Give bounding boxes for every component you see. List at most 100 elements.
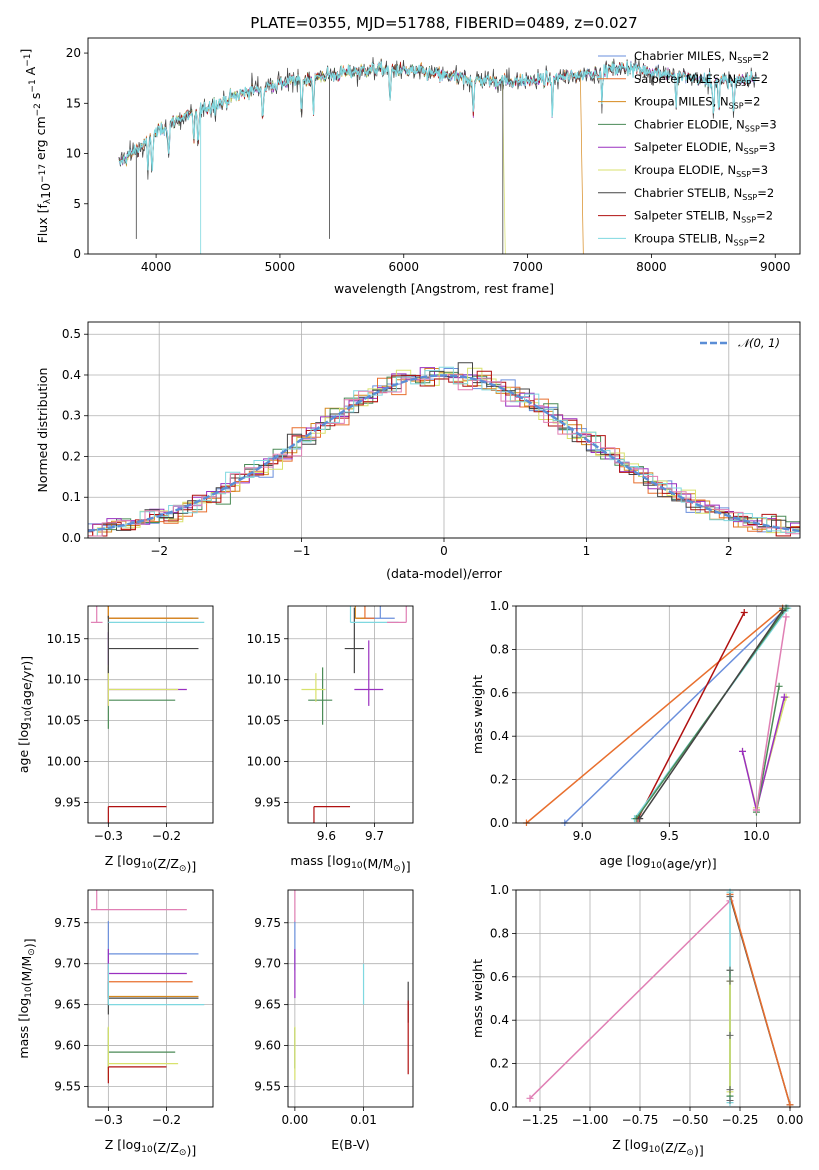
mass-weight-line — [729, 894, 791, 1106]
plus-marker — [739, 747, 747, 755]
plot-frame — [87, 37, 801, 255]
mass-vs-Z-points — [90, 890, 205, 1084]
y-axis-label-part: erg cm — [33, 116, 48, 164]
y-tick-label: 9.75 — [54, 916, 81, 930]
y-axis-label-part: ] — [18, 49, 33, 54]
y-tick-label: 10.10 — [247, 673, 281, 687]
spectrum-lines — [118, 56, 757, 254]
x-tick-label: −0.50 — [672, 1113, 709, 1127]
x-tick-label: −0.2 — [152, 829, 181, 843]
y-axis-label-part: 10 — [38, 183, 53, 199]
y-axis-label: Normed distribution — [35, 368, 50, 493]
legend-entry-sub: SSP — [736, 170, 751, 179]
errorbar-point — [107, 606, 199, 619]
gaussian-reference-curve — [88, 374, 800, 533]
x-axis-label-part: ⊙ — [179, 864, 187, 874]
plus-marker — [636, 815, 644, 823]
x-axis-label: Z [log10(Z/Z⊙)] — [105, 1137, 196, 1158]
x-tick-label: 0 — [440, 544, 448, 558]
x-axis-label-part: 10 — [649, 1145, 661, 1155]
x-axis-label-part: age [log — [599, 853, 650, 868]
x-axis-label: mass [log10(M/M⊙)] — [290, 853, 410, 874]
chart-title: PLATE=0355, MJD=51788, FIBERID=0489, z=0… — [250, 14, 637, 32]
errorbar-point — [354, 606, 365, 619]
x-axis-label-part: )] — [694, 1143, 704, 1158]
y-tick-label: 0.4 — [490, 729, 509, 743]
legend-entry-nssp: =3 — [760, 117, 777, 131]
errorbar-point — [107, 1066, 167, 1084]
y-axis-label: Flux [fλ10−17 erg cm−2 s−1 A−1] — [18, 49, 53, 244]
errorbar-point — [107, 667, 176, 729]
x-axis-label-part: (Z/Z — [153, 1140, 179, 1155]
legend-entry-sub: SSP — [745, 124, 760, 133]
y-axis-label-part: λ — [43, 198, 53, 204]
plus-marker — [775, 682, 783, 690]
plus-marker — [779, 606, 787, 614]
x-axis-label: (data-model)/error — [386, 566, 503, 581]
mass-weight-vs-age-axes — [516, 605, 800, 824]
legend-entry-sub: SSP — [734, 238, 749, 247]
residuals-frame: −2 −1 0 1 2 0.0 0.1 0.2 0.3 0.4 0.5 — [62, 321, 801, 558]
legend-entry: Chabrier MILES, NSSP=2 — [634, 49, 769, 65]
mass-weight-line — [637, 612, 745, 820]
y-tick-label: 0.8 — [490, 926, 509, 940]
legend-entry: Salpeter STELIB, NSSP=2 — [634, 209, 773, 225]
errorbar-point — [107, 921, 199, 971]
y-tick-label: 10.00 — [47, 755, 81, 769]
mass-weight-line — [526, 607, 784, 824]
y-tick-label: 9.60 — [54, 1039, 81, 1053]
x-axis-label-part: (M/M — [363, 856, 394, 871]
legend-entry-sub: SSP — [729, 102, 744, 111]
x-tick-label: −1.00 — [572, 1113, 609, 1127]
y-tick-label: 0.6 — [490, 970, 509, 984]
legend-entry-nssp: =2 — [751, 72, 768, 86]
errorbar-point — [107, 965, 193, 999]
legend-entry: 𝒩(0, 1) — [738, 336, 780, 350]
y-tick-label: 5 — [73, 197, 81, 211]
x-tick-label: −2 — [150, 544, 168, 558]
legend-entry-name: Salpeter STELIB, N — [634, 209, 741, 223]
x-tick-label: 9.7 — [365, 829, 384, 843]
y-tick-label: 0.2 — [490, 773, 509, 787]
x-axis-label: Z [log10(Z/Z⊙)] — [105, 853, 196, 874]
errorbar-point — [90, 606, 103, 623]
x-axis-label-part: )] — [401, 859, 411, 874]
x-axis-label-part: 10 — [351, 861, 363, 871]
y-axis-label-part: 10 — [24, 986, 34, 998]
x-tick-label: 0.00 — [777, 1113, 804, 1127]
x-axis-label-part: 10 — [141, 861, 153, 871]
mass-vs-Z-frame: −0.3 −0.2 9.55 9.60 9.65 9.70 9.75 — [54, 889, 214, 1127]
y-tick-label: 10.10 — [47, 673, 81, 687]
plot-frame — [87, 889, 214, 1108]
y-tick-label: 10.15 — [247, 632, 281, 646]
plus-marker — [726, 1031, 734, 1039]
y-axis-label-part: −17 — [38, 164, 48, 183]
legend: 𝒩(0, 1) — [700, 336, 780, 350]
mass-weight-line — [529, 900, 731, 1099]
mass-vs-ebv-points — [294, 890, 409, 1080]
x-axis-label-part: Z [log — [105, 853, 141, 868]
y-axis-label-part: s — [28, 93, 43, 104]
y-tick-label: 20 — [66, 46, 81, 60]
x-tick-label: 8000 — [636, 260, 667, 274]
spectrum-frame: 4000 5000 6000 7000 8000 9000 0 5 10 15 20 — [66, 37, 801, 274]
x-tick-label: 10.0 — [743, 829, 770, 843]
y-tick-label: 10 — [66, 147, 81, 161]
y-tick-label: 0.4 — [62, 368, 81, 382]
errorbar-point — [107, 1027, 176, 1069]
x-tick-label: −1 — [293, 544, 311, 558]
mass-weight-vs-Z-axes — [516, 889, 800, 1108]
legend-entry-sub: SSP — [736, 79, 751, 88]
plus-marker — [752, 806, 760, 814]
x-axis-label-part: Z [log — [612, 1137, 648, 1152]
plot-frame — [87, 605, 214, 824]
x-tick-label: 6000 — [388, 260, 419, 274]
y-tick-label: 0.4 — [490, 1013, 509, 1027]
x-tick-label: 5000 — [265, 260, 296, 274]
legend-entry-name: Chabrier STELIB, N — [634, 186, 742, 200]
plot-frame — [515, 605, 801, 824]
y-axis-label: age [log10(age/yr)] — [16, 656, 34, 773]
x-tick-label: −0.75 — [622, 1113, 659, 1127]
y-tick-label: 15 — [66, 96, 81, 110]
